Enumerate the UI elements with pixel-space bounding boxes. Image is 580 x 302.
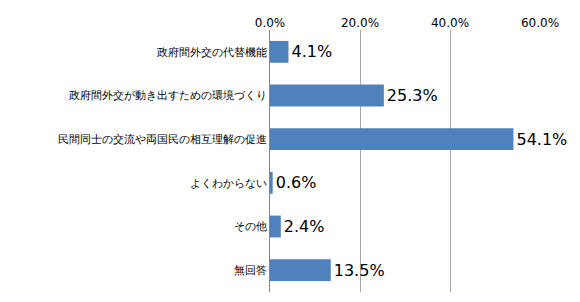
svg-text:4.1%: 4.1% xyxy=(291,42,332,61)
svg-text:60.0%: 60.0% xyxy=(521,16,559,30)
svg-text:25.3%: 25.3% xyxy=(387,86,438,105)
svg-text:0.6%: 0.6% xyxy=(276,173,317,192)
svg-text:54.1%: 54.1% xyxy=(516,130,567,149)
svg-text:その他: その他 xyxy=(234,220,267,233)
svg-text:13.5%: 13.5% xyxy=(334,261,385,280)
svg-text:政府間外交が動き出すための環境づくり: 政府間外交が動き出すための環境づくり xyxy=(69,89,267,102)
svg-text:無回答: 無回答 xyxy=(234,264,267,277)
svg-text:40.0%: 40.0% xyxy=(431,16,469,30)
svg-text:2.4%: 2.4% xyxy=(284,217,325,236)
svg-text:民間同士の交流や両国民の相互理解の促進: 民間同士の交流や両国民の相互理解の促進 xyxy=(58,133,267,146)
svg-text:政府間外交の代替機能: 政府間外交の代替機能 xyxy=(157,46,267,59)
svg-text:よくわからない: よくわからない xyxy=(190,177,267,190)
svg-text:0.0%: 0.0% xyxy=(255,16,286,30)
svg-text:20.0%: 20.0% xyxy=(341,16,379,30)
